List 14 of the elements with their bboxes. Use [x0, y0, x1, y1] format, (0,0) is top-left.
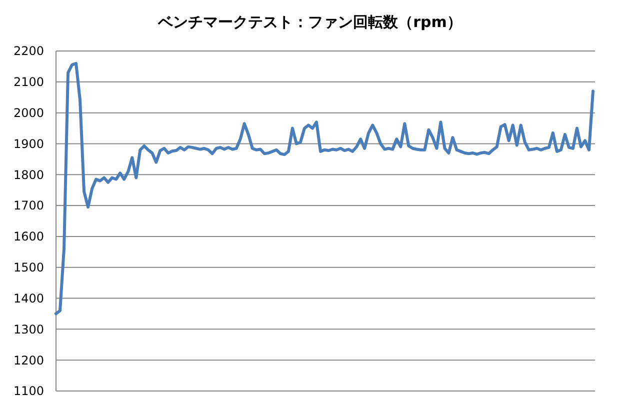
y-tick-label: 1500: [13, 260, 44, 275]
y-tick-label: 1900: [13, 136, 44, 151]
chart-title: ベンチマークテスト：ファン回転数（rpm）: [157, 13, 462, 31]
line-series: [54, 62, 594, 316]
y-tick-label: 1300: [13, 322, 44, 336]
y-tick-label: 1600: [13, 230, 44, 244]
y-tick-label: 2200: [13, 44, 44, 58]
y-tick-label: 1400: [13, 291, 44, 306]
y-tick-label: 2000: [13, 106, 44, 120]
y-tick-label: 1800: [13, 168, 44, 182]
y-tick-label: 1100: [13, 384, 44, 398]
y-tick-label: 1700: [13, 198, 44, 213]
y-tick-label: 1200: [13, 353, 44, 368]
y-tick-label: 2100: [13, 75, 44, 90]
